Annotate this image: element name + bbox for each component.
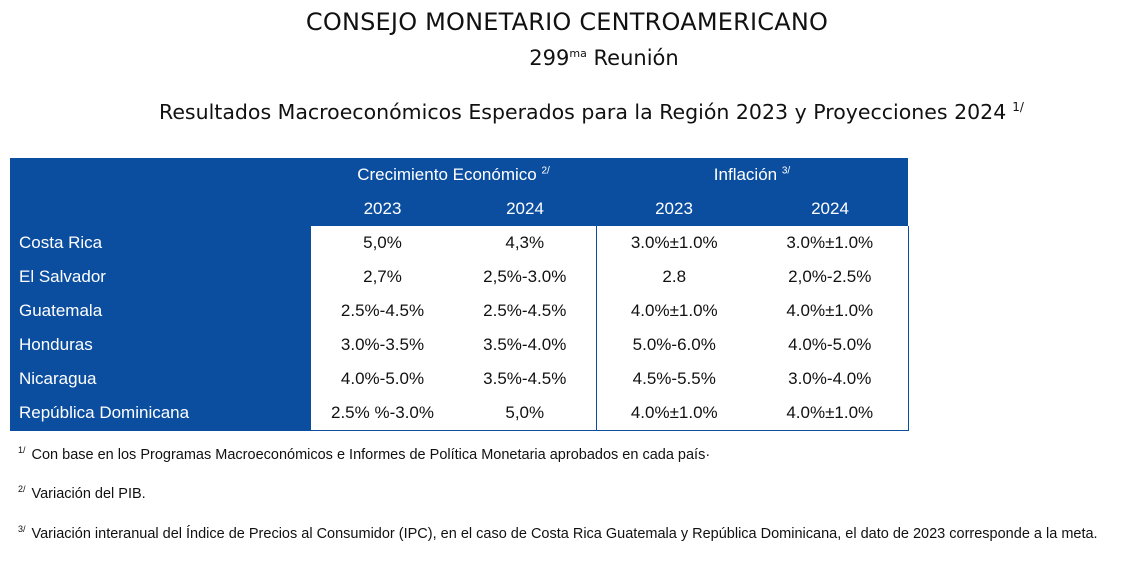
country-cell: Nicaragua [10,362,311,396]
value-cell: 4.0%±1.0% [596,396,752,431]
footnote-text: Variación del PIB. [31,485,146,502]
country-cell: Guatemala [10,294,311,328]
value-cell: 4.5%-5.5% [596,362,752,396]
value-cell: 4.0%±1.0% [752,396,909,431]
value-cell: 5,0% [311,226,454,260]
meeting-subtitle: 299ma Reunión [0,46,1134,70]
table-heading: Resultados Macroeconómicos Esperados par… [159,100,1024,124]
footnote-mark: 1/ [18,445,26,455]
value-cell: 3.0%-4.0% [752,362,909,396]
year-header-inflation-2024: 2024 [752,192,908,226]
value-cell: 5.0%-6.0% [596,328,752,362]
value-cell: 5,0% [454,396,597,431]
table-row: El Salvador 2,7% 2,5%-3.0% 2.8 2,0%-2.5% [10,260,909,294]
country-cell: Costa Rica [10,226,311,260]
group-header-growth: Crecimiento Económico 2/ [311,158,596,192]
country-cell: Honduras [10,328,311,362]
group-header-growth-note: 2/ [541,165,550,177]
table-row: Honduras 3.0%-3.5% 3.5%-4.0% 5.0%-6.0% 4… [10,328,909,362]
table-year-header-row: 2023 2024 2023 2024 [10,192,908,226]
value-cell: 3.5%-4.5% [454,362,597,396]
table-heading-text: Resultados Macroeconómicos Esperados par… [159,100,1007,124]
header-corner-cell [10,158,311,192]
header-corner-cell [10,192,311,226]
table-row: República Dominicana 2.5% %-3.0% 5,0% 4.… [10,396,909,431]
meeting-number: 299 [529,46,570,70]
table-heading-note: 1/ [1012,100,1024,115]
footnote-2: 2/Variación del PIB. [18,477,1128,506]
group-header-growth-label: Crecimiento Económico [357,165,537,184]
value-cell: 3.0%±1.0% [596,226,752,260]
value-cell: 4,3% [454,226,597,260]
page-title: CONSEJO MONETARIO CENTROAMERICANO [305,8,829,36]
country-cell: El Salvador [10,260,311,294]
country-cell: República Dominicana [10,396,311,431]
value-cell: 4.0%-5.0% [752,328,909,362]
group-header-inflation-note: 3/ [781,165,791,177]
footnote-3: 3/Variación interanual del Índice de Pre… [18,512,1128,552]
meeting-ordinal: ma [569,47,587,60]
value-cell: 2.8 [596,260,752,294]
macro-results-table: Crecimiento Económico 2/ Inflación 3/ 20… [10,158,909,431]
table-row: Costa Rica 5,0% 4,3% 3.0%±1.0% 3.0%±1.0% [10,226,909,260]
footnote-mark: 2/ [18,483,26,494]
value-cell: 2,7% [311,260,454,294]
value-cell: 2.5%-4.5% [311,294,454,328]
value-cell: 2.5%-4.5% [454,294,597,328]
value-cell: 3.0%-3.5% [311,328,454,362]
table-group-header-row: Crecimiento Económico 2/ Inflación 3/ [10,158,908,192]
footnotes: 1/Con base en los Programas Macroeconómi… [18,438,1128,561]
footnote-text: Variación interanual del Índice de Preci… [31,525,1098,542]
value-cell: 3.5%-4.0% [454,328,597,362]
value-cell: 2,0%-2.5% [752,260,909,294]
year-header-growth-2024: 2024 [454,192,596,226]
value-cell: 3.0%±1.0% [752,226,909,260]
group-header-inflation-label: Inflación [713,165,778,184]
footnote-text: Con base en los Programas Macroeconómico… [31,446,711,463]
value-cell: 2,5%-3.0% [454,260,597,294]
table-row: Guatemala 2.5%-4.5% 2.5%-4.5% 4.0%±1.0% … [10,294,909,328]
year-header-growth-2023: 2023 [311,192,454,226]
value-cell: 4.0%±1.0% [596,294,752,328]
value-cell: 4.0%±1.0% [752,294,909,328]
value-cell: 4.0%-5.0% [311,362,454,396]
table-row: Nicaragua 4.0%-5.0% 3.5%-4.5% 4.5%-5.5% … [10,362,909,396]
footnote-mark: 3/ [18,523,26,534]
year-header-inflation-2023: 2023 [596,192,752,226]
value-cell: 2.5% %-3.0% [311,396,454,431]
footnote-1: 1/Con base en los Programas Macroeconómi… [18,438,1128,467]
group-header-inflation: Inflación 3/ [596,158,908,192]
meeting-word: Reunión [593,46,679,70]
